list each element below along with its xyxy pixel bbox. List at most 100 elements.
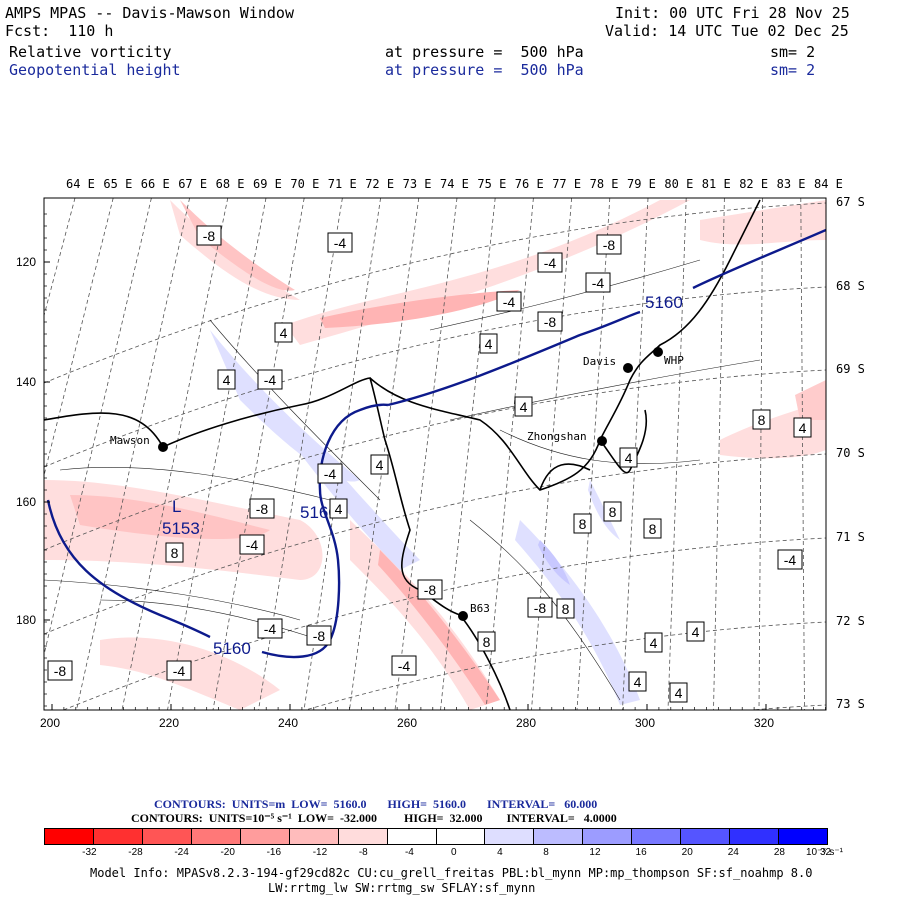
vorticity-label-text: -8 (54, 663, 67, 679)
init-time: Init: 00 UTC Fri 28 Nov 25 (615, 4, 850, 22)
coastline (369, 199, 761, 491)
colorbar-label: -28 (128, 847, 143, 858)
vorticity-label: -4 (317, 463, 343, 484)
vorticity-label-box (477, 631, 496, 652)
height-contour (46, 499, 211, 639)
field2-level: at pressure = 500 hPa (385, 61, 584, 79)
vorticity-contour (44, 579, 301, 621)
y-tick-label: 160 (16, 495, 37, 509)
colorbar-label: -8 (358, 847, 368, 858)
meridian-line (800, 198, 805, 710)
height-contour-label: 5160 (213, 639, 251, 658)
vorticity-label: -8 (537, 311, 563, 332)
parallel-line (44, 453, 826, 635)
vorticity-label: 8 (573, 513, 592, 534)
vorticity-label-box (669, 682, 688, 703)
lat-label: 73 S (836, 697, 865, 711)
vorticity-label-text: 8 (649, 521, 657, 537)
lon-label: 78 E (589, 177, 619, 191)
vorticity-contour (59, 467, 331, 501)
colorbar-swatch (485, 829, 535, 844)
vorticity-contour-caption: CONTOURS: UNITS=10⁻⁵ s⁻¹ LOW= -32.000 HI… (131, 811, 617, 825)
colorbar-swatch (436, 829, 486, 844)
height-contour (387, 310, 641, 407)
lon-label: 71 E (327, 177, 357, 191)
x-tick-label: 260 (397, 716, 418, 730)
lon-label: 74 E (440, 177, 469, 191)
meridian-line (622, 198, 649, 710)
colorbar-swatch (681, 829, 731, 844)
vorticity-label-box (329, 498, 348, 519)
vorticity-label-box (644, 632, 663, 653)
lon-label: 77 E (552, 177, 582, 191)
lon-label: 82 E (739, 177, 769, 191)
vorticity-label-text: -8 (203, 228, 216, 244)
colorbar-label: 0 (451, 847, 457, 858)
vorticity-shade (378, 550, 500, 705)
vorticity-label-box (327, 232, 353, 253)
vorticity-label: 4 (217, 369, 236, 390)
vorticity-label-text: 4 (520, 399, 528, 415)
vorticity-label-text: -4 (544, 255, 557, 271)
vorticity-label: -8 (196, 225, 222, 246)
lon-label: 67 E (178, 177, 208, 191)
meridian-line (758, 198, 763, 710)
vorticity-label-text: 4 (634, 674, 642, 690)
vorticity-label-box (793, 417, 812, 438)
vorticity-contour (429, 259, 701, 331)
parallel-line (44, 286, 826, 468)
vorticity-label: 8 (752, 409, 771, 430)
meridian-line (667, 198, 687, 710)
meridian-line (485, 198, 534, 710)
colorbar-label: -32 (82, 847, 97, 858)
vorticity-label: -4 (239, 534, 265, 555)
vorticity-shade (538, 540, 570, 585)
vorticity-shade (700, 200, 826, 245)
colorbar-label: 4 (497, 847, 503, 858)
meridian-line (121, 198, 229, 710)
vorticity-label-text: -8 (424, 582, 437, 598)
vorticity-label: -8 (417, 579, 443, 600)
meridian-line (440, 198, 496, 710)
lon-label: 64 E (66, 177, 95, 191)
vorticity-label: -8 (596, 234, 622, 255)
vorticity-label-text: -8 (534, 600, 547, 616)
vorticity-label: -4 (496, 291, 522, 312)
parallel-line (44, 369, 826, 551)
height-contour-caption: CONTOURS: UNITS=m LOW= 5160.0 HIGH= 5160… (154, 797, 598, 811)
vorticity-label-box (391, 655, 417, 676)
station-label: Mawson (110, 434, 150, 447)
vorticity-label-box (217, 369, 236, 390)
vorticity-label: -4 (257, 618, 283, 639)
vorticity-label-box (643, 518, 662, 539)
colorbar (44, 828, 828, 845)
vorticity-label-box (249, 498, 275, 519)
vorticity-label-box (239, 534, 265, 555)
lat-label: 68 S (836, 279, 865, 293)
colorbar-swatch (289, 829, 339, 844)
lon-label: 70 E (290, 177, 320, 191)
colorbar-units: 10⁻⁵ s⁻¹ (806, 847, 843, 858)
lon-label: 81 E (701, 177, 731, 191)
meridian-line (531, 198, 572, 710)
vorticity-label: -4 (327, 232, 353, 253)
vorticity-label-text: -4 (246, 537, 259, 553)
vorticity-label-box (603, 501, 622, 522)
vorticity-label: 4 (274, 322, 293, 343)
vorticity-contour (499, 429, 701, 465)
parallel-line (304, 621, 826, 710)
y-tick-label: 140 (16, 375, 37, 389)
vorticity-label-box (619, 447, 638, 468)
lon-label: 73 E (402, 177, 432, 191)
colorbar-swatch (730, 829, 780, 844)
vorticity-label-box (417, 579, 443, 600)
vorticity-label-text: 8 (483, 634, 491, 650)
forecast-hour: Fcst: 110 h (5, 22, 114, 40)
meridian-line (713, 198, 725, 710)
x-tick-label: 280 (516, 716, 537, 730)
vorticity-label-box (165, 542, 184, 563)
parallel-line (747, 704, 826, 710)
vorticity-label-text: -4 (324, 466, 337, 482)
vorticity-label-text: -4 (264, 621, 277, 637)
